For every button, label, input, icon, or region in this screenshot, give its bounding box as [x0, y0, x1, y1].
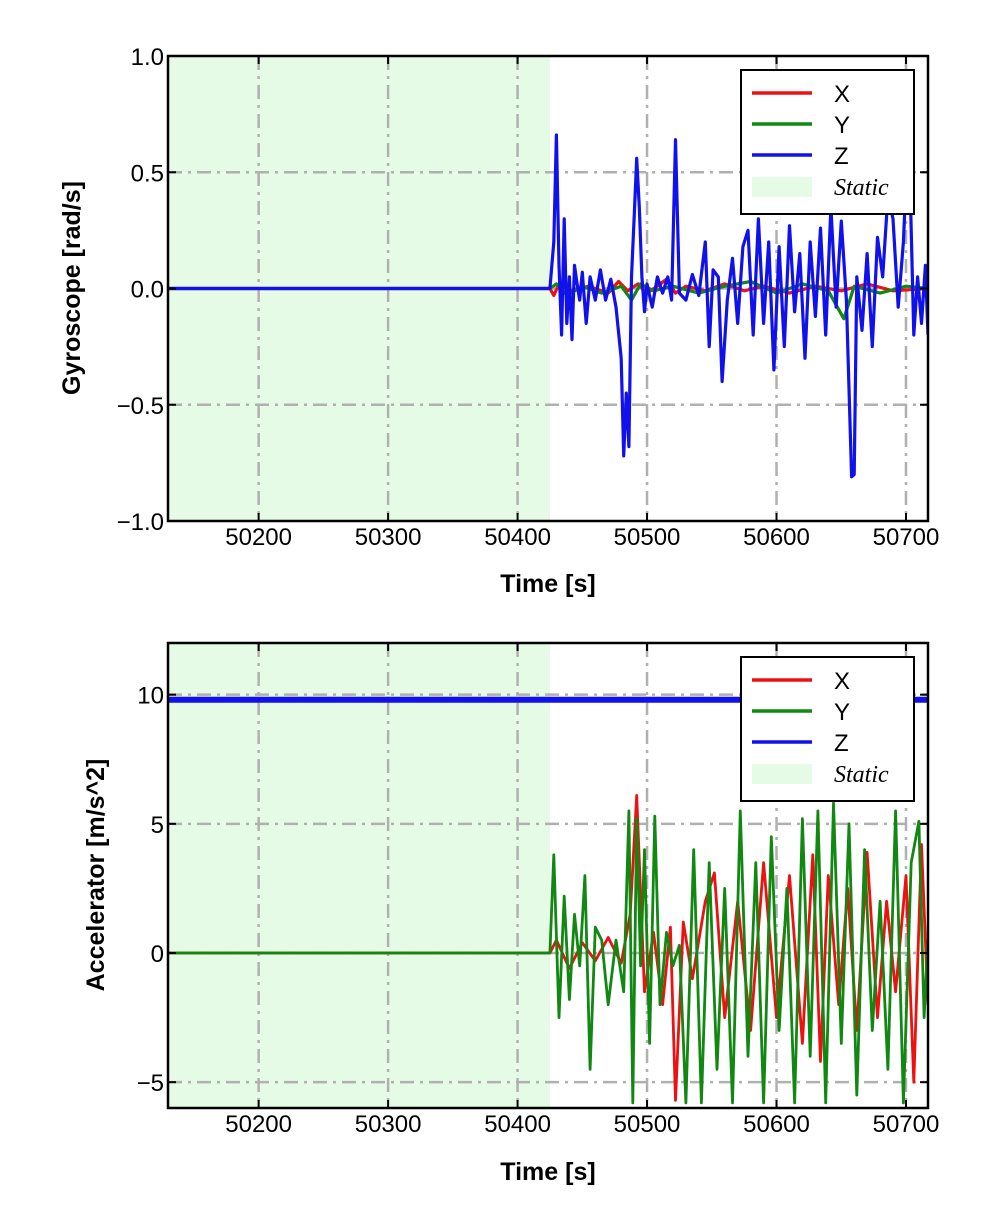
accelerator-x-tick-label: 50400 — [484, 1111, 551, 1138]
accelerator-x-tick-label: 50300 — [355, 1111, 422, 1138]
accelerator-x-tick-label: 50700 — [873, 1111, 940, 1138]
accelerator-static-region — [168, 643, 550, 1108]
gyroscope-y-tick-label: −0.5 — [117, 393, 164, 420]
gyroscope-series-z-line — [168, 121, 928, 479]
accelerator-y-tick-label: 10 — [137, 683, 164, 710]
accelerator-y-tick-label: 0 — [151, 941, 164, 968]
accelerator-y-tick-label: 5 — [151, 812, 164, 839]
accelerator-ticks: 50200 50300 50400 50500 50600 50700 −5 0 5 10 — [137, 643, 940, 1138]
accelerator-legend-label-y: Y — [834, 699, 850, 726]
gyroscope-legend-label-x: X — [834, 81, 850, 108]
accelerator-y-axis-title: Accelerator [m/s^2] — [82, 759, 110, 992]
gyroscope-x-axis-title: Time [s] — [500, 570, 595, 598]
accelerator-chart: 50200 50300 50400 50500 50600 50700 −5 0 5 10 Tim… — [82, 641, 940, 1186]
accelerator-series-y-line — [168, 801, 928, 1105]
gyroscope-y-tick-label: −1.0 — [117, 509, 164, 536]
gyroscope-legend-label-y: Y — [834, 112, 850, 139]
accelerator-legend: X Y Z Static — [740, 656, 915, 802]
gyroscope-x-tick-label: 50400 — [484, 524, 551, 551]
gyroscope-legend-label-z: Z — [834, 143, 849, 170]
gyroscope-legend-swatch-static — [752, 177, 812, 197]
accelerator-y-tick-label: −5 — [137, 1070, 164, 1097]
gyroscope-series-layer — [168, 121, 928, 479]
gyroscope-legend: X Y Z Static — [740, 69, 915, 215]
gyroscope-x-tick-label: 50200 — [225, 524, 292, 551]
gyroscope-y-tick-label: 1.0 — [131, 44, 164, 71]
gyroscope-ticks: 50200 50300 50400 50500 50600 50700 −1.0 −0.5 0.… — [117, 44, 940, 551]
gyroscope-x-tick-label: 50700 — [873, 524, 940, 551]
gyroscope-chart: 50200 50300 50400 50500 50600 50700 −1.0 −0.5 0.… — [58, 44, 939, 598]
gyroscope-y-axis-title: Gyroscope [rad/s] — [58, 181, 86, 395]
accelerator-x-tick-label: 50600 — [743, 1111, 810, 1138]
accelerator-x-tick-label: 50200 — [225, 1111, 292, 1138]
accelerator-x-tick-label: 50500 — [614, 1111, 681, 1138]
gyroscope-legend-label-static: Static — [834, 175, 889, 201]
gyroscope-y-tick-label: 0.5 — [131, 160, 164, 187]
accelerator-legend-label-static: Static — [834, 762, 889, 788]
gyroscope-x-tick-label: 50500 — [614, 524, 681, 551]
gyroscope-x-tick-label: 50600 — [743, 524, 810, 551]
gyroscope-x-tick-label: 50300 — [355, 524, 422, 551]
gyroscope-y-tick-label: 0.0 — [131, 277, 164, 304]
accelerator-legend-label-x: X — [834, 668, 850, 695]
accelerator-legend-swatch-static — [752, 764, 812, 784]
accelerator-plot-frame — [166, 641, 930, 1110]
accelerator-x-axis-title: Time [s] — [500, 1158, 595, 1186]
accelerator-legend-label-z: Z — [834, 730, 849, 757]
